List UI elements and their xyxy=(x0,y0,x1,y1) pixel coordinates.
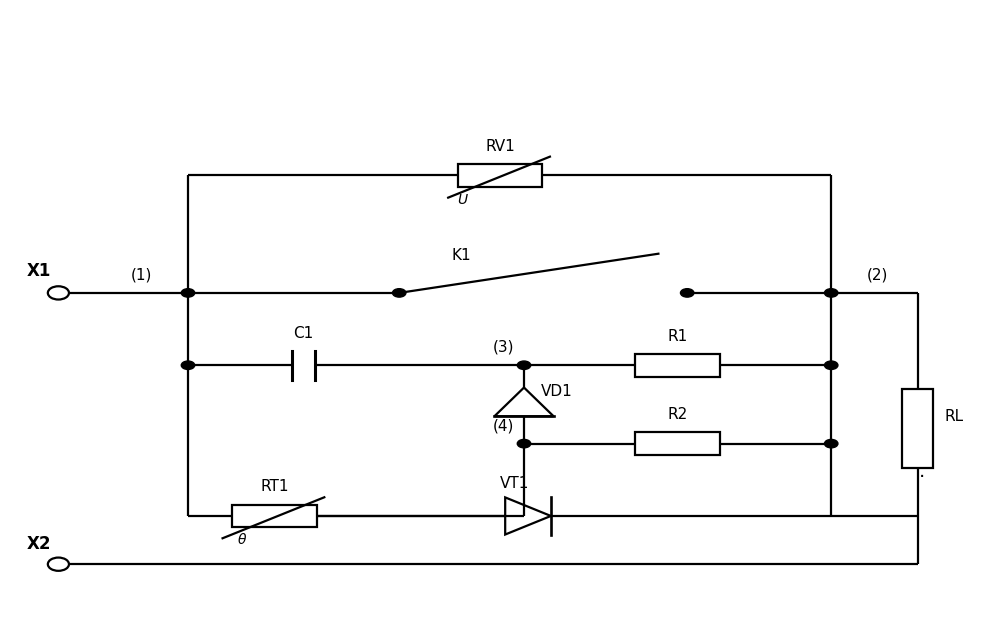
Text: (3): (3) xyxy=(493,340,514,355)
Text: VT1: VT1 xyxy=(500,477,529,491)
Bar xyxy=(635,354,720,377)
Circle shape xyxy=(181,289,195,297)
Bar xyxy=(902,389,933,468)
Circle shape xyxy=(517,361,531,369)
Circle shape xyxy=(392,289,406,297)
Circle shape xyxy=(680,289,694,297)
Text: (2): (2) xyxy=(867,268,888,283)
Circle shape xyxy=(824,440,838,448)
Text: ·: · xyxy=(919,468,926,487)
Text: X2: X2 xyxy=(27,535,51,553)
Text: VD1: VD1 xyxy=(541,384,573,399)
Bar xyxy=(232,504,317,528)
Circle shape xyxy=(824,361,838,369)
Text: (4): (4) xyxy=(493,418,514,433)
Text: (1): (1) xyxy=(131,268,153,283)
Text: K1: K1 xyxy=(452,247,471,263)
Circle shape xyxy=(517,440,531,448)
Text: U: U xyxy=(457,193,468,207)
Text: C1: C1 xyxy=(293,325,313,340)
Text: RL: RL xyxy=(944,409,964,424)
Bar xyxy=(458,164,542,187)
Circle shape xyxy=(824,289,838,297)
Text: R1: R1 xyxy=(667,328,688,344)
Circle shape xyxy=(181,361,195,369)
Text: RV1: RV1 xyxy=(485,139,515,154)
Text: X1: X1 xyxy=(27,262,51,280)
Bar xyxy=(635,432,720,455)
Text: R2: R2 xyxy=(667,407,688,422)
Text: θ: θ xyxy=(238,533,246,547)
Text: RT1: RT1 xyxy=(260,479,289,494)
